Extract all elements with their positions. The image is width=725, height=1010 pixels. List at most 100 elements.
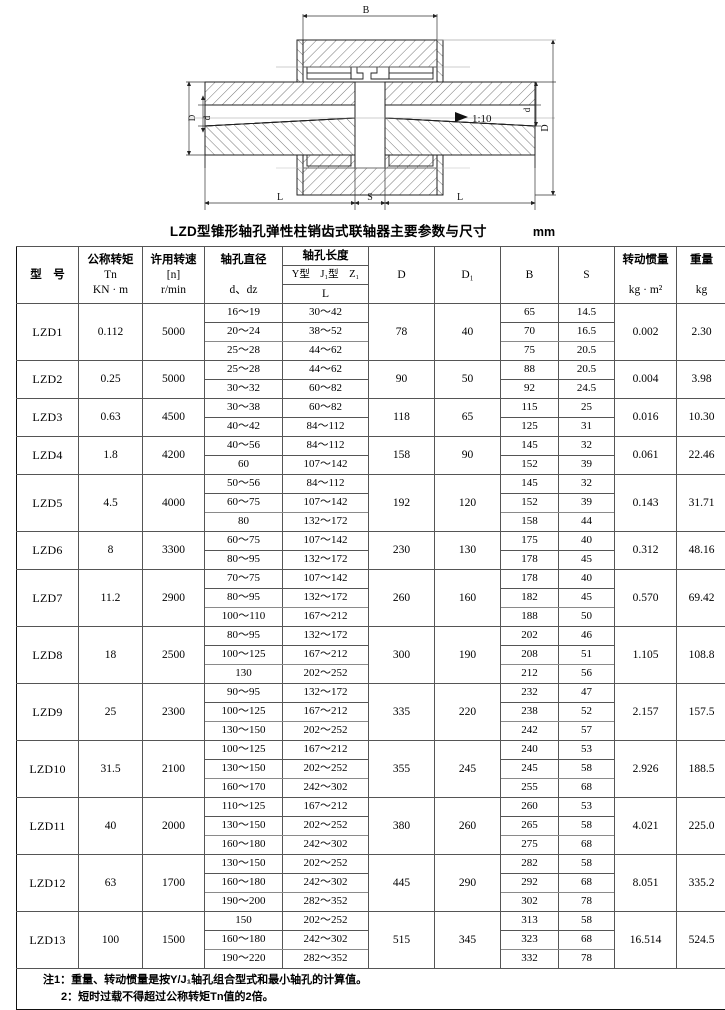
cell-D: 158 [369, 437, 435, 475]
cell-bore-length: 167～212 [283, 703, 369, 722]
cell-B: 240 [501, 741, 559, 760]
cell-bore-length: 167～212 [283, 646, 369, 665]
cell-torque: 8 [79, 532, 143, 570]
cell-B: 265 [501, 817, 559, 836]
cell-inertia: 1.105 [615, 627, 677, 684]
header-row-1: 型 号 公称转矩 Tn KN · m 许用转速 [n] r/min [17, 247, 725, 266]
cell-B: 182 [501, 589, 559, 608]
cell-B: 115 [501, 399, 559, 418]
cell-S: 32 [559, 437, 615, 456]
cell-bore-length: 132～172 [283, 684, 369, 703]
cell-torque: 100 [79, 912, 143, 969]
cell-D1: 130 [435, 532, 501, 570]
cell-bore-length: 202～252 [283, 817, 369, 836]
cell-D1: 260 [435, 798, 501, 855]
cell-speed: 2000 [143, 798, 205, 855]
cell-D: 78 [369, 304, 435, 361]
cell-S: 68 [559, 931, 615, 950]
cell-bore-length: 242～302 [283, 836, 369, 855]
header-bore-length: 轴孔长度 [283, 247, 369, 266]
cell-speed: 4200 [143, 437, 205, 475]
cell-bore-length: 60～82 [283, 399, 369, 418]
cell-model: LZD9 [17, 684, 79, 741]
cell-bore-length: 242～302 [283, 931, 369, 950]
dim-label-B: B [363, 5, 370, 16]
cell-bore-diameter: 190～200 [205, 893, 283, 912]
cell-B: 65 [501, 304, 559, 323]
cell-bore-diameter: 130 [205, 665, 283, 684]
cell-bore-length: 167～212 [283, 608, 369, 627]
cell-B: 178 [501, 570, 559, 589]
cell-bore-diameter: 90～95 [205, 684, 283, 703]
cell-bore-length: 282～352 [283, 950, 369, 969]
cell-speed: 2900 [143, 570, 205, 627]
cell-bore-diameter: 100～125 [205, 703, 283, 722]
cell-S: 68 [559, 874, 615, 893]
cell-B: 255 [501, 779, 559, 798]
cell-S: 32 [559, 475, 615, 494]
dim-label-L-right: L [457, 192, 463, 203]
cell-S: 16.5 [559, 323, 615, 342]
header-D1: D₁ [435, 247, 501, 304]
cell-S: 46 [559, 627, 615, 646]
cell-B: 260 [501, 798, 559, 817]
cell-inertia: 0.143 [615, 475, 677, 532]
page-root: 1:10 B D d [0, 0, 725, 845]
cell-D: 260 [369, 570, 435, 627]
cell-bore-diameter: 30～32 [205, 380, 283, 399]
cell-S: 58 [559, 760, 615, 779]
cell-model: LZD3 [17, 399, 79, 437]
cell-model: LZD10 [17, 741, 79, 798]
cell-bore-length: 242～302 [283, 874, 369, 893]
cell-model: LZD8 [17, 627, 79, 684]
cell-weight: 335.2 [677, 855, 725, 912]
header-bore-length-symbol: L [283, 285, 369, 304]
cell-B: 175 [501, 532, 559, 551]
cell-D1: 290 [435, 855, 501, 912]
cell-D: 90 [369, 361, 435, 399]
cell-speed: 2100 [143, 741, 205, 798]
cell-inertia: 16.514 [615, 912, 677, 969]
cell-speed: 1700 [143, 855, 205, 912]
cell-weight: 3.98 [677, 361, 725, 399]
cell-B: 75 [501, 342, 559, 361]
cell-bore-diameter: 25～28 [205, 342, 283, 361]
cell-S: 45 [559, 551, 615, 570]
cell-weight: 108.8 [677, 627, 725, 684]
cell-D: 515 [369, 912, 435, 969]
cell-inertia: 4.021 [615, 798, 677, 855]
cell-S: 78 [559, 893, 615, 912]
cell-S: 68 [559, 836, 615, 855]
cell-D1: 50 [435, 361, 501, 399]
cell-B: 145 [501, 437, 559, 456]
cell-bore-diameter: 80 [205, 513, 283, 532]
cell-torque: 4.5 [79, 475, 143, 532]
cell-inertia: 0.061 [615, 437, 677, 475]
cell-bore-diameter: 20～24 [205, 323, 283, 342]
cell-inertia: 8.051 [615, 855, 677, 912]
cell-D: 192 [369, 475, 435, 532]
cell-bore-length: 132～172 [283, 551, 369, 570]
cell-bore-diameter: 70～75 [205, 570, 283, 589]
cell-bore-length: 38～52 [283, 323, 369, 342]
cell-S: 25 [559, 399, 615, 418]
cell-S: 14.5 [559, 304, 615, 323]
cell-bore-length: 167～212 [283, 798, 369, 817]
cell-S: 78 [559, 950, 615, 969]
cell-D1: 40 [435, 304, 501, 361]
spec-table-head: 型 号 公称转矩 Tn KN · m 许用转速 [n] r/min [17, 247, 725, 304]
cell-bore-diameter: 80～95 [205, 551, 283, 570]
header-S: S [559, 247, 615, 304]
cell-D: 380 [369, 798, 435, 855]
cell-bore-diameter: 60～75 [205, 532, 283, 551]
cell-B: 70 [501, 323, 559, 342]
cell-bore-length: 44～62 [283, 361, 369, 380]
cell-torque: 1.8 [79, 437, 143, 475]
cell-B: 92 [501, 380, 559, 399]
